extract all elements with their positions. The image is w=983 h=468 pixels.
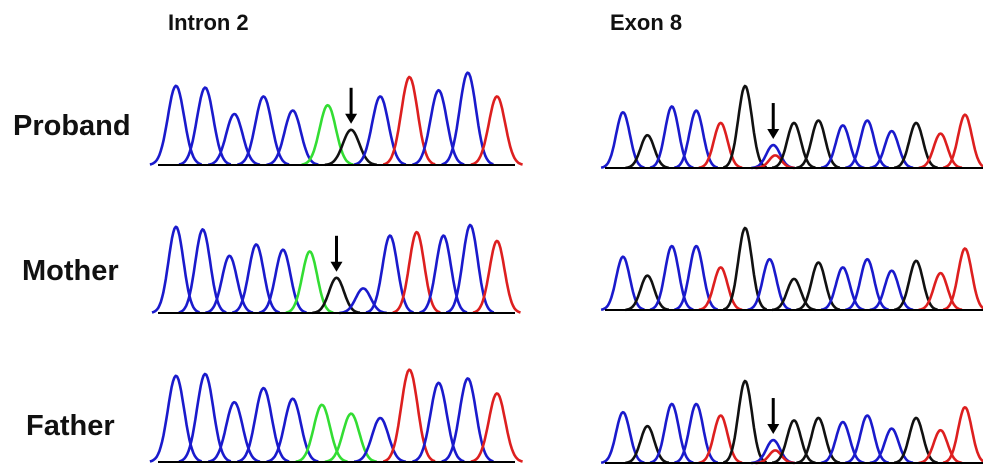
peak-G: [722, 226, 768, 311]
row-label-proband: Proband: [13, 110, 131, 142]
peak-G: [722, 379, 768, 464]
peak-C: [674, 402, 719, 464]
peak-T: [942, 406, 983, 464]
row-label-father: Father: [26, 410, 115, 442]
peak-T: [392, 230, 441, 314]
peak-C: [412, 381, 465, 463]
peak-G: [771, 121, 816, 169]
peak-C: [600, 111, 645, 169]
peak-G: [771, 277, 816, 312]
peak-T: [755, 449, 795, 465]
peak-C: [845, 119, 889, 169]
peak-C: [869, 269, 914, 312]
trace-intron2-father: [149, 368, 523, 463]
peak-C: [441, 71, 494, 166]
peak-T: [698, 266, 743, 311]
peak-C: [845, 414, 889, 464]
peak-T: [918, 271, 963, 312]
peak-T: [698, 121, 743, 169]
peak-G: [625, 424, 670, 465]
peak-C: [237, 95, 290, 166]
peak-G: [894, 416, 938, 464]
peak-T: [472, 239, 521, 314]
peak-C: [820, 124, 865, 169]
peak-C: [208, 112, 261, 166]
column-title-exon8: Exon 8: [610, 10, 683, 35]
peak-C: [649, 244, 694, 311]
row-label-mother: Mother: [22, 255, 119, 287]
variant-arrow-icon: [767, 398, 780, 435]
peak-G: [796, 416, 841, 464]
peak-C: [600, 255, 645, 311]
peak-G: [796, 119, 841, 169]
peak-G: [894, 121, 938, 169]
peak-C: [600, 410, 645, 464]
peak-C: [445, 223, 495, 314]
peak-C: [869, 129, 914, 170]
trace-exon8-mother: [600, 226, 983, 312]
peak-C: [674, 244, 719, 311]
peak-T: [755, 154, 795, 170]
peak-C: [208, 400, 261, 463]
peak-C: [674, 109, 719, 169]
peak-T: [470, 95, 523, 166]
peak-C: [205, 254, 254, 314]
peak-G: [625, 133, 670, 170]
peak-C: [869, 427, 914, 465]
peak-C: [441, 377, 494, 463]
peak-A: [285, 250, 334, 314]
trace-exon8-father: [600, 379, 983, 465]
peak-C: [237, 386, 290, 463]
trace-intron2-proband: [149, 71, 523, 167]
peak-T: [470, 392, 523, 463]
peak-C: [412, 88, 465, 166]
peak-C: [149, 84, 202, 166]
peak-G: [771, 419, 816, 464]
variant-arrow-icon: [767, 103, 780, 140]
peak-G: [625, 274, 670, 312]
peak-C: [258, 248, 307, 314]
peak-A: [301, 103, 354, 166]
peak-C: [151, 225, 200, 314]
peak-T: [942, 247, 983, 311]
peak-C: [649, 105, 694, 169]
peak-C: [353, 95, 407, 166]
trace-exon8-proband: [600, 84, 983, 170]
peak-C: [231, 243, 281, 314]
peak-T: [698, 414, 743, 464]
trace-intron2-mother: [151, 223, 521, 315]
variant-arrow-icon: [345, 87, 358, 124]
peak-G: [324, 128, 377, 167]
peak-C: [149, 374, 203, 463]
peak-T: [918, 428, 963, 465]
peak-T: [382, 75, 436, 166]
peak-C: [845, 257, 889, 311]
peak-C: [747, 257, 792, 311]
peak-A: [295, 403, 348, 463]
peak-G: [312, 276, 361, 315]
peak-T: [942, 113, 983, 169]
peak-C: [419, 234, 468, 314]
peak-C: [820, 420, 865, 465]
peak-C: [178, 86, 232, 166]
peak-C: [649, 402, 694, 464]
peak-C: [820, 266, 865, 311]
peak-C: [354, 416, 407, 463]
peak-A: [324, 412, 377, 463]
column-title-intron2: Intron 2: [168, 10, 249, 35]
peak-T: [918, 132, 963, 170]
peak-G: [796, 261, 841, 311]
peak-C: [365, 234, 414, 314]
peak-G: [894, 259, 938, 311]
peak-T: [383, 368, 436, 463]
peak-G: [722, 84, 768, 169]
peak-C: [178, 372, 232, 463]
peak-C: [266, 397, 319, 463]
peak-C: [339, 287, 387, 315]
variant-arrow-icon: [330, 235, 343, 272]
peak-C: [178, 228, 227, 314]
